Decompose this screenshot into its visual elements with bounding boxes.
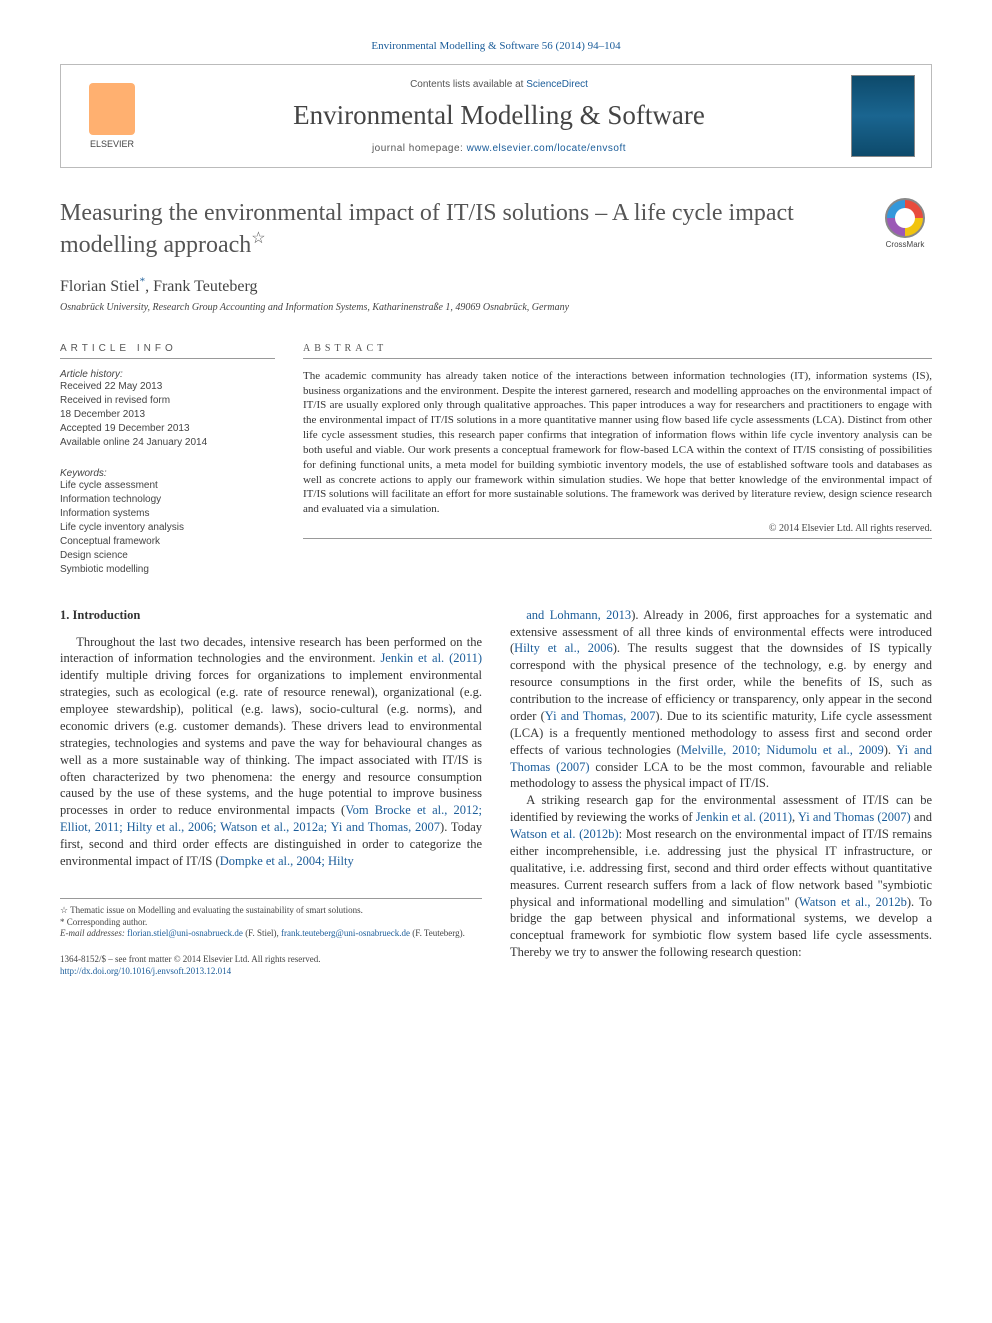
footnotes-block: ☆ Thematic issue on Modelling and evalua… — [60, 898, 482, 940]
abstract-rule — [303, 358, 932, 359]
email-stiel-attr: (F. Stiel), — [243, 928, 281, 938]
section-1-heading: 1. Introduction — [60, 607, 482, 624]
journal-header-box: ELSEVIER Contents lists available at Sci… — [60, 64, 932, 168]
footnote-emails: E-mail addresses: florian.stiel@uni-osna… — [60, 928, 482, 940]
abstract-body: The academic community has already taken… — [303, 369, 932, 517]
contents-prefix: Contents lists available at — [410, 79, 526, 90]
homepage-url[interactable]: www.elsevier.com/locate/envsoft — [467, 143, 626, 154]
footnote-thematic: ☆ Thematic issue on Modelling and evalua… — [60, 905, 482, 917]
email-teuteberg-attr: (F. Teuteberg). — [410, 928, 465, 938]
doi-link[interactable]: http://dx.doi.org/10.1016/j.envsoft.2013… — [60, 966, 482, 978]
title-row: Measuring the environmental impact of IT… — [60, 198, 932, 261]
journal-cover-thumbnail — [851, 75, 915, 157]
crossmark-label: CrossMark — [878, 240, 932, 249]
elsevier-label: ELSEVIER — [90, 139, 134, 149]
page-container: Environmental Modelling & Software 56 (2… — [0, 0, 992, 1017]
body-columns: 1. Introduction Throughout the last two … — [60, 607, 932, 978]
abstract-column: ABSTRACT The academic community has alre… — [303, 343, 932, 577]
article-info-column: ARTICLE INFO Article history: Received 2… — [60, 343, 275, 577]
elsevier-tree-icon — [89, 83, 135, 135]
right-column: and Lohmann, 2013). Already in 2006, fir… — [510, 607, 932, 978]
footnote-corresponding: * Corresponding author. — [60, 917, 482, 929]
elsevier-logo[interactable]: ELSEVIER — [77, 76, 147, 156]
email-teuteberg[interactable]: frank.teuteberg@uni-osnabrueck.de — [281, 928, 410, 938]
journal-homepage-line: journal homepage: www.elsevier.com/locat… — [159, 143, 839, 154]
issn-line: 1364-8152/$ – see front matter © 2014 El… — [60, 954, 482, 966]
emails-label: E-mail addresses: — [60, 928, 125, 938]
abstract-heading: ABSTRACT — [303, 343, 932, 354]
crossmark-widget[interactable]: CrossMark — [878, 198, 932, 249]
homepage-prefix: journal homepage: — [372, 143, 467, 154]
top-citation: Environmental Modelling & Software 56 (2… — [60, 40, 932, 52]
contents-available-line: Contents lists available at ScienceDirec… — [159, 79, 839, 90]
history-label: Article history: — [60, 369, 275, 380]
keywords-label: Keywords: — [60, 468, 275, 479]
sciencedirect-link[interactable]: ScienceDirect — [526, 79, 588, 90]
crossmark-icon — [885, 198, 925, 238]
intro-para-1: Throughout the last two decades, intensi… — [60, 634, 482, 870]
intro-para-2: and Lohmann, 2013). Already in 2006, fir… — [510, 607, 932, 793]
title-footnote-marker: ☆ — [251, 230, 265, 247]
title-text: Measuring the environmental impact of IT… — [60, 200, 794, 258]
abstract-copyright: © 2014 Elsevier Ltd. All rights reserved… — [303, 523, 932, 534]
affiliation: Osnabrück University, Research Group Acc… — [60, 302, 932, 313]
keywords-body: Life cycle assessmentInformation technol… — [60, 479, 275, 577]
article-title: Measuring the environmental impact of IT… — [60, 198, 862, 261]
article-info-rule — [60, 358, 275, 359]
footer-bar: 1364-8152/$ – see front matter © 2014 El… — [60, 954, 482, 977]
journal-name: Environmental Modelling & Software — [159, 100, 839, 131]
article-info-heading: ARTICLE INFO — [60, 343, 275, 354]
history-body: Received 22 May 2013Received in revised … — [60, 380, 275, 450]
abstract-end-rule — [303, 538, 932, 539]
authors-text: Florian Stiel*, Frank Teuteberg — [60, 278, 258, 295]
intro-para-3: A striking research gap for the environm… — [510, 792, 932, 961]
left-column: 1. Introduction Throughout the last two … — [60, 607, 482, 978]
meta-abstract-row: ARTICLE INFO Article history: Received 2… — [60, 343, 932, 577]
header-center: Contents lists available at ScienceDirec… — [159, 79, 839, 154]
email-stiel[interactable]: florian.stiel@uni-osnabrueck.de — [127, 928, 243, 938]
authors-line: Florian Stiel*, Frank Teuteberg — [60, 275, 932, 295]
